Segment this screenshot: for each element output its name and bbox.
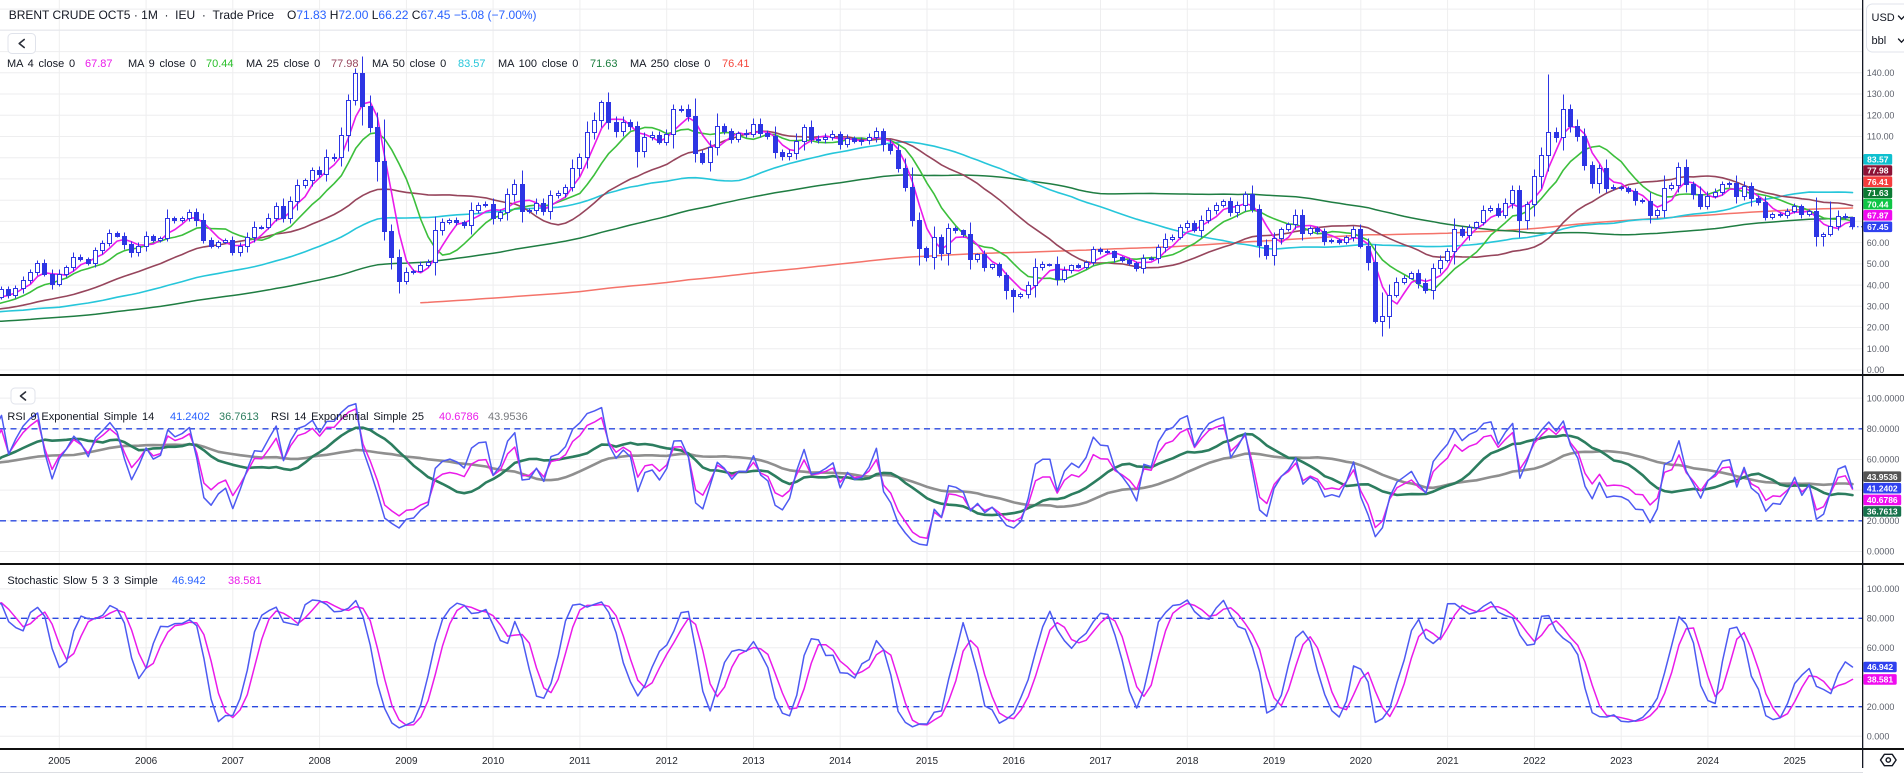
svg-text:71.63: 71.63 — [1867, 188, 1889, 198]
svg-text:76.41: 76.41 — [1867, 177, 1889, 187]
svg-text:10.00: 10.00 — [1867, 344, 1890, 354]
svg-text:0.0000: 0.0000 — [1867, 547, 1895, 557]
svg-text:2015: 2015 — [916, 756, 939, 767]
svg-text:0.00: 0.00 — [1867, 365, 1885, 375]
svg-text:Stochastic Slow 5 3 3 Simple: Stochastic Slow 5 3 3 Simple — [7, 575, 157, 587]
svg-text:RSI 14 Exponential Simple 25: RSI 14 Exponential Simple 25 — [271, 411, 424, 423]
svg-text:2022: 2022 — [1523, 756, 1546, 767]
svg-text:MA 50 close 0: MA 50 close 0 — [372, 58, 446, 70]
svg-text:20.00: 20.00 — [1867, 323, 1890, 333]
svg-text:43.9536: 43.9536 — [488, 411, 528, 423]
svg-text:2012: 2012 — [656, 756, 679, 767]
svg-text:BRENT CRUDE OCT5 · 1M · IEU: BRENT CRUDE OCT5 · 1M · IEU · Trade Pric… — [9, 8, 275, 22]
svg-text:2011: 2011 — [569, 756, 591, 767]
svg-text:100.000: 100.000 — [1867, 584, 1900, 594]
svg-text:60.0000: 60.0000 — [1867, 455, 1900, 465]
svg-text:38.581: 38.581 — [1867, 675, 1893, 685]
svg-text:43.9536: 43.9536 — [1867, 472, 1898, 482]
svg-text:120.00: 120.00 — [1867, 111, 1895, 121]
svg-text:2009: 2009 — [395, 756, 418, 767]
svg-text:RSI 9 Exponential Simple 14: RSI 9 Exponential Simple 14 — [7, 411, 154, 423]
svg-text:MA 9 close 0: MA 9 close 0 — [128, 58, 196, 70]
svg-text:40.00: 40.00 — [1867, 280, 1890, 290]
svg-text:41.2402: 41.2402 — [1867, 483, 1898, 493]
svg-text:2010: 2010 — [482, 756, 505, 767]
svg-text:40.6786: 40.6786 — [1867, 495, 1898, 505]
svg-text:36.7613: 36.7613 — [219, 411, 259, 423]
svg-text:MA 25 close 0: MA 25 close 0 — [246, 58, 320, 70]
svg-text:30.00: 30.00 — [1867, 302, 1890, 312]
svg-text:2008: 2008 — [308, 756, 331, 767]
svg-text:MA 250 close 0: MA 250 close 0 — [630, 58, 710, 70]
svg-text:80.000: 80.000 — [1867, 614, 1895, 624]
svg-text:100.0000: 100.0000 — [1867, 393, 1904, 403]
svg-text:67.87: 67.87 — [1867, 211, 1889, 221]
svg-text:2020: 2020 — [1350, 756, 1373, 767]
svg-text:46.942: 46.942 — [1867, 662, 1893, 672]
svg-text:20.0000: 20.0000 — [1867, 516, 1900, 526]
svg-text:2025: 2025 — [1784, 756, 1807, 767]
svg-text:140.00: 140.00 — [1867, 68, 1895, 78]
svg-text:O71.83 H72.00 L66.22 C67.45 −5: O71.83 H72.00 L66.22 C67.45 −5.08 (−7.00… — [287, 8, 537, 22]
svg-text:50.00: 50.00 — [1867, 259, 1890, 269]
svg-text:40.6786: 40.6786 — [439, 411, 479, 423]
svg-text:20.000: 20.000 — [1867, 702, 1895, 712]
svg-text:2024: 2024 — [1697, 756, 1720, 767]
svg-text:2007: 2007 — [222, 756, 245, 767]
svg-text:2005: 2005 — [48, 756, 71, 767]
svg-text:2019: 2019 — [1263, 756, 1286, 767]
svg-text:67.45: 67.45 — [1867, 222, 1889, 232]
svg-text:MA 100 close 0: MA 100 close 0 — [498, 58, 578, 70]
svg-text:83.57: 83.57 — [458, 58, 486, 70]
svg-text:USD: USD — [1872, 12, 1895, 24]
svg-text:130.00: 130.00 — [1867, 89, 1895, 99]
svg-text:2016: 2016 — [1003, 756, 1026, 767]
svg-text:38.581: 38.581 — [228, 575, 262, 587]
svg-text:70.44: 70.44 — [206, 58, 234, 70]
svg-text:70.44: 70.44 — [1867, 199, 1889, 209]
svg-text:77.98: 77.98 — [331, 58, 359, 70]
svg-text:67.87: 67.87 — [85, 58, 113, 70]
svg-text:2006: 2006 — [135, 756, 158, 767]
svg-text:83.57: 83.57 — [1867, 155, 1889, 165]
svg-text:76.41: 76.41 — [722, 58, 750, 70]
svg-text:2017: 2017 — [1089, 756, 1112, 767]
svg-text:46.942: 46.942 — [172, 575, 206, 587]
svg-text:2023: 2023 — [1610, 756, 1633, 767]
svg-text:2014: 2014 — [829, 756, 852, 767]
svg-text:77.98: 77.98 — [1867, 166, 1889, 176]
svg-text:bbl: bbl — [1872, 35, 1887, 47]
svg-text:80.0000: 80.0000 — [1867, 424, 1900, 434]
svg-text:MA 4 close 0: MA 4 close 0 — [7, 58, 75, 70]
svg-text:2018: 2018 — [1176, 756, 1199, 767]
svg-text:0.000: 0.000 — [1867, 731, 1890, 741]
svg-text:60.000: 60.000 — [1867, 643, 1895, 653]
svg-text:2021: 2021 — [1436, 756, 1459, 767]
svg-text:2013: 2013 — [742, 756, 765, 767]
svg-text:36.7613: 36.7613 — [1867, 507, 1898, 517]
svg-text:60.00: 60.00 — [1867, 238, 1890, 248]
svg-text:71.63: 71.63 — [590, 58, 618, 70]
svg-text:110.00: 110.00 — [1867, 132, 1894, 142]
svg-text:41.2402: 41.2402 — [170, 411, 210, 423]
